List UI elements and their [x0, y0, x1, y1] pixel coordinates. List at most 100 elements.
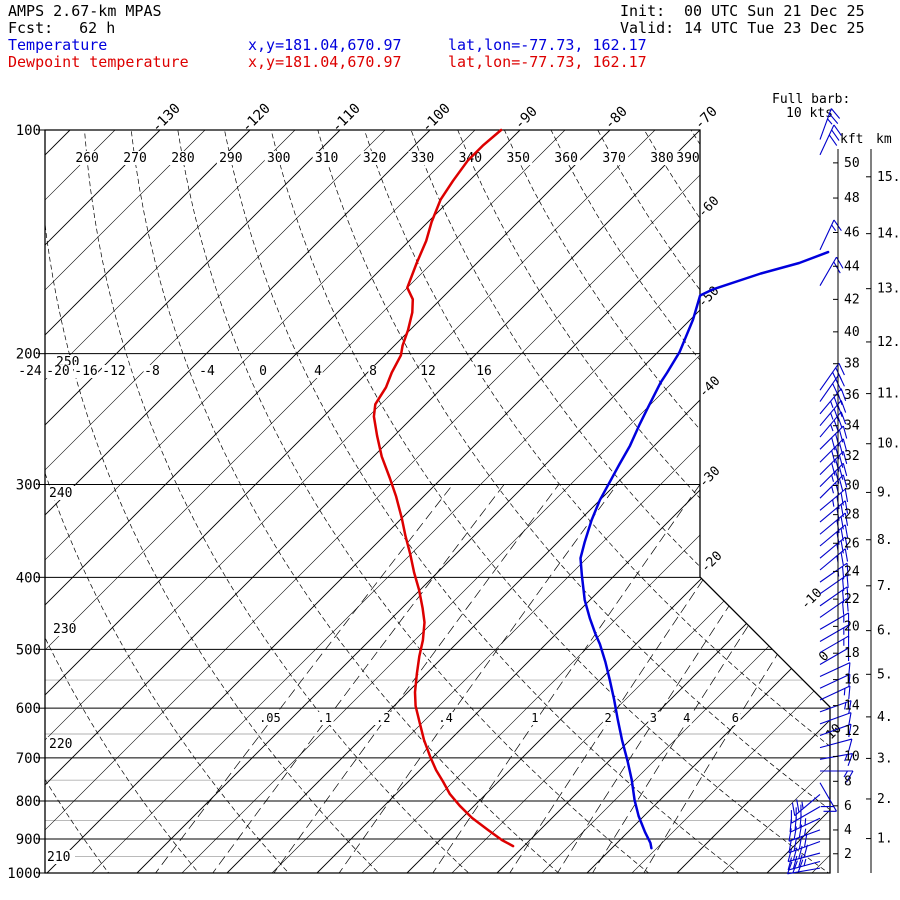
svg-text:-20: -20 — [698, 549, 725, 576]
svg-text:1: 1 — [531, 711, 538, 725]
plot-frame — [44, 129, 831, 874]
svg-text:300: 300 — [267, 151, 290, 166]
svg-text:-24: -24 — [18, 364, 42, 379]
svg-text:28: 28 — [844, 508, 860, 523]
svg-text:24: 24 — [844, 564, 860, 579]
thermodynamic-gridlines — [45, 130, 830, 873]
svg-text:0: 0 — [259, 364, 267, 379]
pressure-minor-gridlines — [45, 679, 830, 857]
svg-text:260: 260 — [75, 151, 98, 166]
svg-text:2: 2 — [844, 847, 852, 862]
svg-text:.2: .2 — [376, 711, 390, 725]
svg-text:8: 8 — [369, 364, 377, 379]
pressure-axis-labels: 100 200 300 400 500 600 700 800 900 1000 — [7, 123, 45, 882]
svg-text:390: 390 — [676, 151, 699, 166]
svg-text:3.: 3. — [877, 751, 893, 766]
svg-text:26: 26 — [844, 536, 860, 551]
forecast-label: Fcst: — [8, 19, 54, 37]
svg-text:km: km — [876, 132, 892, 147]
svg-text:9.: 9. — [877, 485, 893, 500]
svg-text:1000: 1000 — [7, 866, 41, 882]
svg-text:36: 36 — [844, 388, 860, 403]
svg-text:2.: 2. — [877, 792, 893, 807]
forecast-value: 62 h — [79, 19, 116, 37]
svg-text:16: 16 — [476, 364, 492, 379]
barb-legend-line1: Full barb: — [772, 92, 851, 107]
svg-text:.4: .4 — [438, 711, 452, 725]
svg-text:10.: 10. — [877, 437, 900, 452]
svg-text:16: 16 — [844, 673, 860, 688]
altitude-axes: kft km50484644424038363432302826242220181… — [833, 132, 900, 873]
svg-text:50: 50 — [844, 156, 860, 171]
valid-time-line: Valid: 14 UTC Tue 23 Dec 25 — [620, 20, 865, 36]
svg-text:4: 4 — [683, 711, 690, 725]
valid-label: Valid: — [620, 19, 675, 37]
svg-text:12.: 12. — [877, 335, 900, 350]
svg-text:34: 34 — [844, 419, 860, 434]
svg-text:6: 6 — [844, 799, 852, 814]
svg-text:220: 220 — [49, 737, 72, 752]
svg-text:32: 32 — [844, 449, 860, 464]
svg-text:400: 400 — [16, 570, 41, 586]
svg-text:370: 370 — [602, 151, 625, 166]
svg-text:4.: 4. — [877, 710, 893, 725]
svg-text:42: 42 — [844, 292, 860, 307]
svg-text:2: 2 — [604, 711, 611, 725]
svg-text:280: 280 — [171, 151, 194, 166]
svg-text:kft: kft — [840, 132, 863, 147]
pressure-gridlines — [45, 353, 830, 840]
svg-text:800: 800 — [16, 794, 41, 810]
svg-text:360: 360 — [554, 151, 577, 166]
svg-text:210: 210 — [47, 850, 70, 865]
svg-text:200: 200 — [16, 347, 41, 363]
svg-text:100: 100 — [16, 123, 41, 139]
svg-text:500: 500 — [16, 642, 41, 658]
init-time-line: Init: 00 UTC Sun 21 Dec 25 — [620, 3, 865, 19]
svg-text:-4: -4 — [199, 364, 215, 379]
svg-text:22: 22 — [844, 592, 860, 607]
svg-text:10: 10 — [823, 721, 845, 743]
svg-text:20: 20 — [844, 619, 860, 634]
temperature-curve — [579, 250, 830, 850]
km-axis-header: km — [876, 132, 892, 147]
svg-text:240: 240 — [49, 486, 72, 501]
dewpoint-legend-latlon: lat,lon=-77.73, 162.17 — [448, 53, 647, 71]
svg-text:13.: 13. — [877, 282, 900, 297]
svg-text:6: 6 — [732, 711, 739, 725]
svg-text:12: 12 — [844, 724, 860, 739]
svg-text:-16: -16 — [74, 364, 97, 379]
svg-text:44: 44 — [844, 259, 860, 274]
svg-text:46: 46 — [844, 225, 860, 240]
upper-isotherm-row-labels: -24 -20 -16 -12 -8 -4 0 4 8 12 16 — [17, 364, 493, 379]
svg-text:230: 230 — [53, 622, 76, 637]
svg-text:12: 12 — [420, 364, 436, 379]
svg-text:8: 8 — [844, 774, 852, 789]
svg-text:900: 900 — [16, 832, 41, 848]
barb-legend-line2: 10 kts — [786, 106, 833, 121]
theta-top-labels: 260 270 280 290 300 310 320 330 340 350 360 370 380 3… — [73, 151, 702, 166]
temperature-legend-label: Temperature — [8, 36, 108, 54]
svg-text:.1: .1 — [318, 711, 332, 725]
svg-text:320: 320 — [363, 151, 386, 166]
svg-text:38: 38 — [844, 357, 860, 372]
dewpoint-curve — [372, 128, 515, 848]
svg-text:10: 10 — [844, 749, 860, 764]
dewpoint-legend-xy: x,y=181.04,670.97 — [248, 53, 402, 71]
svg-text:6.: 6. — [877, 624, 893, 639]
dewpoint-legend-label: Dewpoint temperature — [8, 53, 189, 71]
svg-text:-80: -80 — [602, 104, 631, 133]
mixing-ratio-labels: .05 .1 .2 .4 1 2 3 4 6 — [257, 711, 741, 725]
svg-text:1.: 1. — [877, 832, 893, 847]
svg-text:290: 290 — [219, 151, 242, 166]
svg-text:700: 700 — [16, 751, 41, 767]
svg-text:8.: 8. — [877, 533, 893, 548]
kft-axis-header: kft — [840, 132, 863, 147]
svg-text:380: 380 — [650, 151, 673, 166]
temperature-legend-xy: x,y=181.04,670.97 — [248, 36, 402, 54]
svg-text:5.: 5. — [877, 667, 893, 682]
svg-text:7.: 7. — [877, 579, 893, 594]
